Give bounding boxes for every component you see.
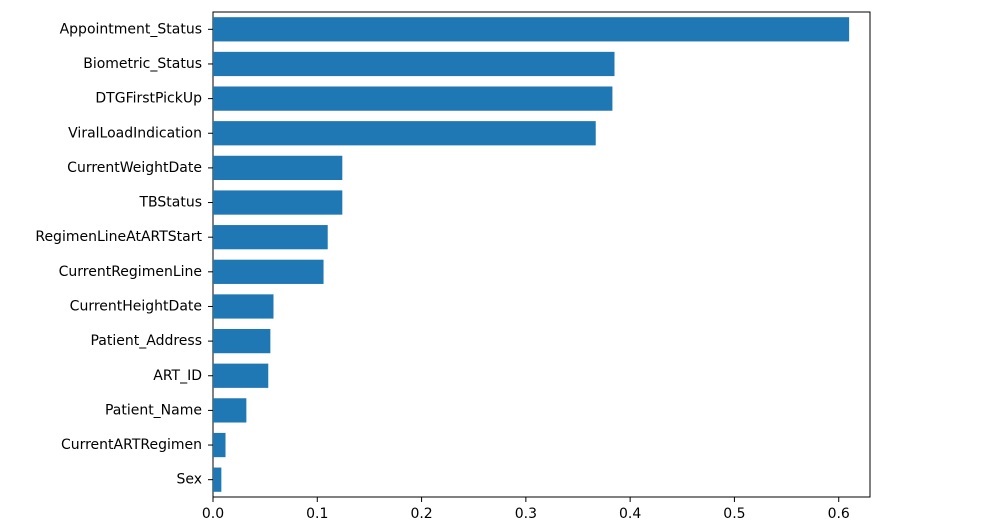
bar: [213, 294, 273, 318]
y-tick-label: DTGFirstPickUp: [95, 91, 202, 107]
y-tick-label: TBStatus: [138, 195, 202, 211]
bar: [213, 156, 342, 180]
bar: [213, 329, 270, 353]
feature-importance-barh: 0.0 0.1 0.2 0.3 0.4 0.5 0.6 Appointment_Status B…: [0, 0, 1006, 532]
bar: [213, 17, 849, 41]
bar: [213, 433, 226, 457]
y-tick-label: Patient_Address: [90, 333, 202, 349]
bar: [213, 190, 342, 214]
y-tick-label: Biometric_Status: [83, 56, 202, 72]
x-tick-label: 0.0: [202, 506, 224, 522]
bar: [213, 86, 612, 110]
y-tick-label: Appointment_Status: [60, 21, 202, 37]
y-tick-label: ART_ID: [153, 368, 202, 384]
x-tick-label: 0.2: [410, 506, 432, 522]
y-tick-label: ViralLoadIndication: [68, 125, 202, 141]
bar: [213, 468, 221, 492]
bar: [213, 52, 615, 76]
y-tick-label: RegimenLineAtARTStart: [35, 229, 202, 245]
bar: [213, 225, 328, 249]
bar: [213, 364, 268, 388]
bar: [213, 398, 246, 422]
x-tick-label: 0.3: [515, 506, 537, 522]
bar: [213, 260, 324, 284]
x-tick-label: 0.6: [828, 506, 850, 522]
bars-group: [213, 17, 849, 492]
y-ticks: Appointment_Status Biometric_Status DTGFir…: [35, 21, 213, 487]
x-ticks: 0.0 0.1 0.2 0.3 0.4 0.5 0.6: [202, 497, 850, 522]
x-tick-label: 0.1: [306, 506, 328, 522]
bar: [213, 121, 596, 145]
y-tick-label: CurrentWeightDate: [67, 160, 202, 176]
y-tick-label: Patient_Name: [105, 402, 202, 418]
y-tick-label: CurrentRegimenLine: [59, 264, 202, 280]
plot-spines: [213, 12, 870, 497]
x-tick-label: 0.5: [723, 506, 745, 522]
y-tick-label: CurrentARTRegimen: [61, 437, 202, 453]
y-tick-label: Sex: [176, 472, 202, 488]
x-tick-label: 0.4: [619, 506, 641, 522]
y-tick-label: CurrentHeightDate: [70, 298, 202, 314]
